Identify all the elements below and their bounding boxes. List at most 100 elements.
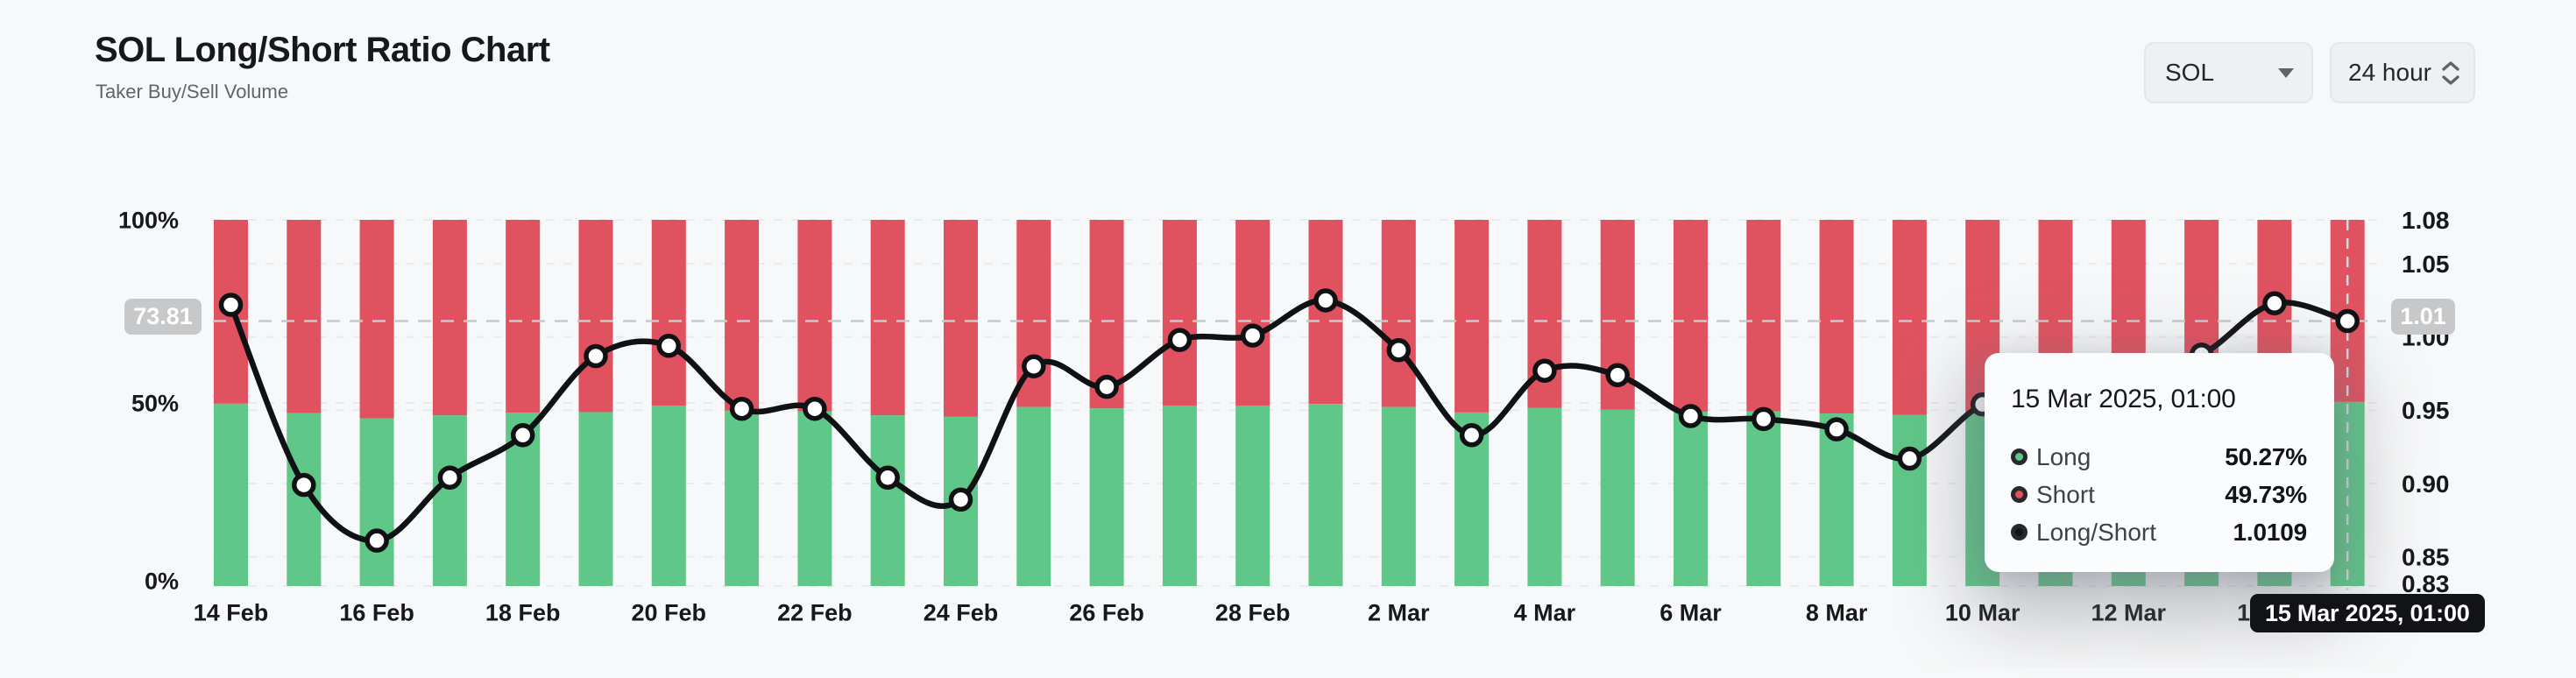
data-point (1678, 404, 1703, 428)
tooltip-row-label: Long/Short (2036, 518, 2156, 546)
data-point (218, 293, 244, 317)
ratio-line-points (218, 288, 2360, 553)
long-bar-segment[interactable] (1527, 407, 1562, 586)
data-point (1313, 288, 1338, 313)
x-axis-tick: 4 Mar (1514, 599, 1576, 625)
chart-header: SOL Long/Short Ratio Chart Taker Buy/Sel… (95, 32, 550, 103)
right-axis-tick: 0.85 (2402, 543, 2450, 570)
short-bar-segment[interactable] (1819, 220, 1854, 414)
long-bar-segment[interactable] (578, 412, 613, 586)
short-bar-segment[interactable] (1454, 220, 1490, 413)
x-axis-tick: 22 Feb (777, 599, 853, 625)
short-dot-icon (2011, 486, 2028, 503)
right-axis-crosshair-badge: 1.01 (2391, 299, 2455, 335)
short-bar-segment[interactable] (1162, 220, 1197, 406)
x-axis-tick: 26 Feb (1069, 599, 1144, 625)
data-point (1167, 328, 1192, 352)
right-axis-tick: 1.08 (2402, 207, 2450, 234)
long-bar-segment[interactable] (1089, 408, 1124, 586)
x-axis-tick: 18 Feb (485, 599, 561, 625)
long-short-dot-icon (2011, 524, 2028, 540)
tooltip-row-long: Long 50.27% (2011, 438, 2307, 476)
data-point (510, 423, 535, 448)
tooltip-date: 15 Mar 2025, 01:00 (2011, 385, 2236, 413)
short-bar-segment[interactable] (287, 220, 322, 413)
short-bar-segment[interactable] (1674, 220, 1708, 413)
tooltip-row-value: 1.0109 (2233, 518, 2308, 546)
tooltip-row-label: Short (2036, 480, 2095, 508)
short-bar-segment[interactable] (1235, 220, 1270, 406)
interval-dropdown[interactable]: 24 hour (2330, 42, 2475, 103)
long-bar-segment[interactable] (797, 411, 832, 586)
data-point (1824, 417, 1849, 441)
short-bar-segment[interactable] (870, 220, 905, 416)
data-point (875, 465, 900, 491)
right-axis-tick: 0.83 (2402, 570, 2450, 597)
right-axis-tick: 1.05 (2402, 251, 2450, 278)
long-bar-segment[interactable] (870, 415, 905, 586)
left-axis-tick: 50% (131, 390, 179, 416)
long-bar-segment[interactable] (1235, 406, 1270, 586)
long-bar-segment[interactable] (359, 418, 394, 586)
long-bar-segment[interactable] (651, 406, 686, 586)
data-point (1605, 363, 1630, 387)
data-point (2335, 308, 2360, 334)
x-axis-tick: 24 Feb (924, 599, 999, 625)
short-bar-segment[interactable] (1746, 220, 1781, 412)
symbol-dropdown[interactable]: SOL (2144, 42, 2313, 103)
data-point (1459, 423, 1484, 448)
short-bar-segment[interactable] (359, 220, 394, 419)
long-bar-segment[interactable] (1381, 406, 1416, 586)
data-point (364, 528, 389, 553)
x-axis-tick: 20 Feb (632, 599, 707, 625)
short-bar-segment[interactable] (432, 220, 467, 416)
long-bar-segment[interactable] (1600, 409, 1635, 586)
data-point (948, 487, 973, 512)
short-bar-segment[interactable] (1892, 220, 1927, 415)
left-axis-tick: 100% (118, 207, 179, 233)
long-bar-segment[interactable] (1308, 404, 1343, 586)
tooltip-row-short: Short 49.73% (2011, 476, 2307, 513)
x-axis-tick: 8 Mar (1806, 599, 1868, 625)
x-axis-tick: 14 Feb (194, 599, 269, 625)
short-bar-segment[interactable] (725, 220, 760, 411)
long-bar-segment[interactable] (1016, 406, 1051, 586)
chart-tooltip: 15 Mar 2025, 01:00 Long 50.27% Short 49.… (1985, 353, 2334, 572)
right-axis-tick: 0.90 (2402, 470, 2450, 498)
long-bar-segment[interactable] (432, 415, 467, 586)
long-bar-segment[interactable] (725, 410, 760, 586)
x-axis-crosshair-badge: 15 Mar 2025, 01:00 (2250, 594, 2485, 632)
left-axis-tick: 0% (145, 568, 179, 594)
x-axis-labels: 14 Feb 16 Feb 18 Feb 20 Feb 22 Feb 24 Feb 26 F… (194, 599, 2312, 625)
short-bar-segment[interactable] (578, 220, 613, 413)
short-bar-segment[interactable] (944, 220, 978, 417)
long-bar-segment[interactable] (1746, 411, 1781, 586)
long-dot-icon (2011, 448, 2028, 465)
short-bar-segment[interactable] (797, 220, 832, 412)
x-axis-tick: 28 Feb (1215, 599, 1291, 625)
left-axis-crosshair-badge: 73.81 (124, 299, 202, 335)
tooltip-row-ratio: Long/Short 1.0109 (2011, 513, 2307, 551)
data-point (584, 343, 608, 369)
data-point (1532, 358, 1557, 383)
short-bar-segment[interactable] (506, 220, 541, 413)
long-bar-segment[interactable] (1162, 406, 1197, 586)
data-point (1094, 374, 1119, 399)
data-point (729, 396, 754, 421)
x-axis-tick: 16 Feb (339, 599, 414, 625)
data-point (1752, 406, 1776, 432)
page-subtitle: Taker Buy/Sell Volume (96, 81, 289, 102)
page-title: SOL Long/Short Ratio Chart (95, 31, 550, 69)
short-bar-segment[interactable] (651, 220, 686, 406)
short-bar-segment[interactable] (1381, 220, 1416, 407)
long-bar-segment[interactable] (214, 403, 248, 586)
caret-down-icon (2278, 67, 2294, 78)
tooltip-row-value: 50.27% (2225, 442, 2307, 470)
long-bar-segment[interactable] (1674, 412, 1708, 586)
data-point (803, 396, 827, 421)
data-point (1386, 338, 1412, 363)
long-bar-segment[interactable] (1892, 414, 1927, 586)
long-bar-segment[interactable] (1819, 413, 1854, 586)
